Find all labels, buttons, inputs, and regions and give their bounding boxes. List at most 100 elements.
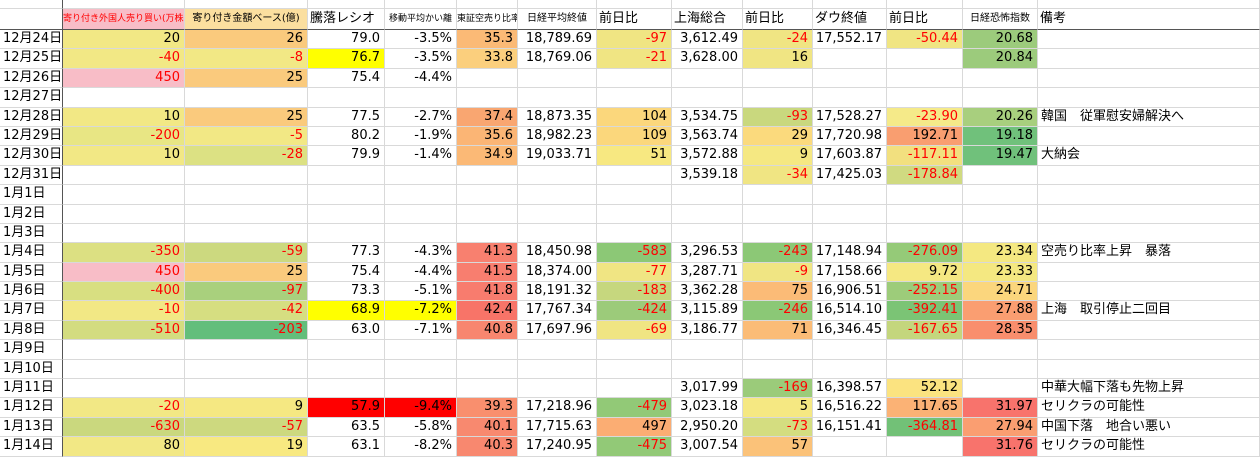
cell-nikkei-close[interactable]: 18,374.00 bbox=[518, 262, 597, 283]
cell-remarks[interactable] bbox=[1038, 165, 1260, 186]
cell-shanghai-change[interactable]: -34 bbox=[743, 165, 813, 186]
cell-nikkei-vi[interactable]: 24.71 bbox=[963, 282, 1038, 302]
cell-nikkei-vi[interactable]: 27.94 bbox=[963, 417, 1038, 438]
cell-shanghai-composite[interactable]: 3,563.74 bbox=[672, 126, 743, 147]
cell-remarks[interactable]: 空売り比率上昇 暴落 bbox=[1038, 243, 1260, 263]
cell-open-value-base[interactable] bbox=[185, 359, 308, 380]
cell-nikkei-vi[interactable]: 19.47 bbox=[963, 146, 1038, 166]
cell-foreign-open-orders[interactable] bbox=[63, 379, 185, 399]
cell-tse-short-sell-ratio[interactable]: 41.3 bbox=[457, 243, 518, 263]
cell-advance-decline-ratio[interactable]: 73.3 bbox=[308, 282, 385, 302]
cell-dow-change[interactable]: -23.90 bbox=[887, 107, 963, 127]
row-date[interactable]: 12月24日 bbox=[0, 30, 63, 50]
cell-foreign-open-orders[interactable]: -400 bbox=[63, 282, 185, 302]
cell-open-value-base[interactable]: -28 bbox=[185, 146, 308, 166]
cell-dow-close[interactable] bbox=[813, 49, 887, 69]
cell-ma-deviation[interactable] bbox=[385, 165, 457, 186]
cell-advance-decline-ratio[interactable]: 77.3 bbox=[308, 243, 385, 263]
cell-nikkei-change[interactable]: -69 bbox=[597, 320, 672, 341]
cell-shanghai-change[interactable] bbox=[743, 340, 813, 360]
row-date[interactable]: 1月3日 bbox=[0, 223, 63, 244]
cell-dow-change[interactable] bbox=[887, 340, 963, 360]
cell-dow-change[interactable]: -364.81 bbox=[887, 417, 963, 438]
cell-nikkei-close[interactable]: 18,982.23 bbox=[518, 126, 597, 147]
cell-nikkei-change[interactable] bbox=[597, 204, 672, 224]
cell-advance-decline-ratio[interactable]: 57.9 bbox=[308, 398, 385, 418]
cell-shanghai-change[interactable]: -246 bbox=[743, 301, 813, 321]
cell-dow-close[interactable]: 17,148.94 bbox=[813, 243, 887, 263]
cell-nikkei-close[interactable] bbox=[518, 359, 597, 380]
col-header-shanghai-change[interactable]: 前日比 bbox=[743, 9, 813, 30]
cell-dow-change[interactable] bbox=[887, 223, 963, 244]
cell-shanghai-change[interactable]: 71 bbox=[743, 320, 813, 341]
cell-remarks[interactable] bbox=[1038, 340, 1260, 360]
col-header-nikkei-vi[interactable]: 日経恐怖指数 bbox=[963, 9, 1038, 30]
cell-nikkei-vi[interactable] bbox=[963, 223, 1038, 244]
cell-nikkei-change[interactable] bbox=[597, 88, 672, 108]
cell-ma-deviation[interactable] bbox=[385, 379, 457, 399]
cell-open-value-base[interactable] bbox=[185, 204, 308, 224]
cell-remarks[interactable] bbox=[1038, 185, 1260, 205]
cell-remarks[interactable]: 大納会 bbox=[1038, 146, 1260, 166]
cell-tse-short-sell-ratio[interactable] bbox=[457, 359, 518, 380]
cell-shanghai-composite[interactable]: 3,628.00 bbox=[672, 49, 743, 69]
cell-dow-close[interactable] bbox=[813, 185, 887, 205]
cell-open-value-base[interactable]: -203 bbox=[185, 320, 308, 341]
cell-ma-deviation[interactable]: -1.9% bbox=[385, 126, 457, 147]
col-header-nikkei-close[interactable]: 日経平均終値 bbox=[518, 9, 597, 30]
cell-shanghai-change[interactable]: -93 bbox=[743, 107, 813, 127]
cell-dow-change[interactable]: -178.84 bbox=[887, 165, 963, 186]
cell-ma-deviation[interactable]: -4.3% bbox=[385, 243, 457, 263]
cell-nikkei-close[interactable] bbox=[518, 88, 597, 108]
empty-cell[interactable] bbox=[308, 0, 385, 9]
cell-shanghai-change[interactable] bbox=[743, 204, 813, 224]
cell-dow-close[interactable]: 16,906.51 bbox=[813, 282, 887, 302]
cell-open-value-base[interactable]: -59 bbox=[185, 243, 308, 263]
cell-advance-decline-ratio[interactable] bbox=[308, 223, 385, 244]
cell-nikkei-close[interactable] bbox=[518, 379, 597, 399]
cell-open-value-base[interactable]: 25 bbox=[185, 68, 308, 89]
row-date[interactable]: 12月29日 bbox=[0, 126, 63, 147]
cell-advance-decline-ratio[interactable] bbox=[308, 165, 385, 186]
cell-shanghai-change[interactable]: 5 bbox=[743, 398, 813, 418]
cell-open-value-base[interactable] bbox=[185, 379, 308, 399]
cell-advance-decline-ratio[interactable]: 79.0 bbox=[308, 30, 385, 50]
cell-remarks[interactable] bbox=[1038, 49, 1260, 69]
cell-dow-change[interactable]: -167.65 bbox=[887, 320, 963, 341]
cell-dow-change[interactable] bbox=[887, 68, 963, 89]
cell-shanghai-change[interactable] bbox=[743, 68, 813, 89]
cell-nikkei-vi[interactable]: 20.68 bbox=[963, 30, 1038, 50]
cell-dow-close[interactable] bbox=[813, 68, 887, 89]
cell-dow-change[interactable] bbox=[887, 49, 963, 69]
cell-dow-close[interactable]: 16,516.22 bbox=[813, 398, 887, 418]
cell-dow-close[interactable] bbox=[813, 88, 887, 108]
cell-tse-short-sell-ratio[interactable]: 37.4 bbox=[457, 107, 518, 127]
cell-tse-short-sell-ratio[interactable] bbox=[457, 204, 518, 224]
cell-dow-change[interactable]: 9.72 bbox=[887, 262, 963, 283]
cell-shanghai-composite[interactable]: 2,950.20 bbox=[672, 417, 743, 438]
cell-nikkei-change[interactable] bbox=[597, 340, 672, 360]
cell-remarks[interactable] bbox=[1038, 262, 1260, 283]
cell-ma-deviation[interactable] bbox=[385, 204, 457, 224]
cell-shanghai-change[interactable]: -9 bbox=[743, 262, 813, 283]
cell-open-value-base[interactable] bbox=[185, 223, 308, 244]
cell-ma-deviation[interactable]: -7.1% bbox=[385, 320, 457, 341]
empty-cell[interactable] bbox=[813, 0, 887, 9]
cell-nikkei-vi[interactable] bbox=[963, 88, 1038, 108]
cell-ma-deviation[interactable] bbox=[385, 223, 457, 244]
empty-cell[interactable] bbox=[743, 0, 813, 9]
cell-dow-change[interactable] bbox=[887, 88, 963, 108]
cell-remarks[interactable] bbox=[1038, 126, 1260, 147]
cell-dow-close[interactable]: 16,151.41 bbox=[813, 417, 887, 438]
cell-nikkei-close[interactable] bbox=[518, 204, 597, 224]
cell-nikkei-vi[interactable] bbox=[963, 204, 1038, 224]
cell-nikkei-close[interactable]: 18,191.32 bbox=[518, 282, 597, 302]
row-date[interactable]: 1月2日 bbox=[0, 204, 63, 224]
cell-shanghai-composite[interactable]: 3,296.53 bbox=[672, 243, 743, 263]
cell-dow-change[interactable] bbox=[887, 204, 963, 224]
cell-nikkei-vi[interactable] bbox=[963, 340, 1038, 360]
cell-dow-close[interactable]: 17,720.98 bbox=[813, 126, 887, 147]
cell-tse-short-sell-ratio[interactable]: 34.9 bbox=[457, 146, 518, 166]
cell-shanghai-composite[interactable]: 3,572.88 bbox=[672, 146, 743, 166]
cell-advance-decline-ratio[interactable]: 79.9 bbox=[308, 146, 385, 166]
